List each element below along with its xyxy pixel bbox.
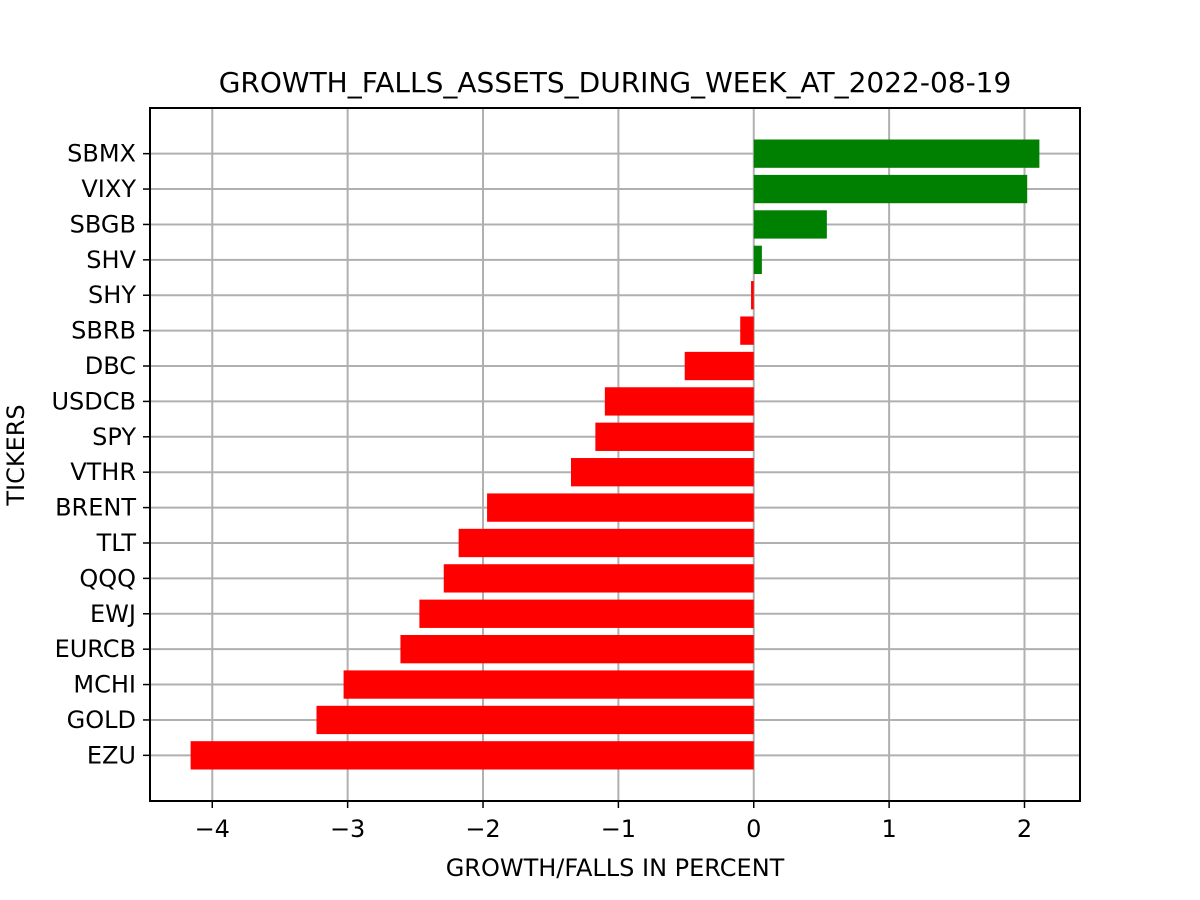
- y-tick-label: GOLD: [67, 706, 136, 734]
- bar-spy: [595, 422, 754, 451]
- y-tick-label: SBMX: [67, 140, 136, 168]
- bar-ezu: [190, 741, 754, 770]
- x-tick-label: −4: [195, 815, 230, 843]
- y-tick-label: USDCB: [51, 387, 136, 415]
- x-tick-label: −1: [601, 815, 636, 843]
- bars-layer: [190, 139, 1040, 770]
- y-axis-label: TICKERS: [2, 404, 30, 506]
- bar-vixy: [753, 174, 1028, 204]
- y-tick-label: SHV: [86, 246, 136, 274]
- y-tick-label: QQQ: [79, 564, 136, 592]
- y-tick-label: TLT: [96, 529, 137, 557]
- bar-qqq: [443, 564, 754, 593]
- x-tick-label: 0: [746, 815, 761, 843]
- bar-gold: [316, 705, 754, 735]
- x-tick-label: −2: [465, 815, 500, 843]
- bar-tlt: [458, 528, 754, 558]
- y-tick-label: EURCB: [55, 635, 136, 663]
- chart-title: GROWTH_FALLS_ASSETS_DURING_WEEK_AT_2022-…: [219, 66, 1012, 99]
- y-tick-label: SHY: [88, 281, 136, 309]
- y-tick-label: SBRB: [71, 317, 136, 345]
- bar-ewj: [419, 599, 754, 628]
- bar-dbc: [684, 351, 754, 381]
- y-tick-label: BRENT: [55, 494, 136, 522]
- x-tick-label: −3: [330, 815, 365, 843]
- y-tick-label: EWJ: [90, 600, 136, 628]
- x-axis-label: GROWTH/FALLS IN PERCENT: [446, 854, 785, 882]
- bar-shy: [751, 281, 754, 310]
- y-tick-label: SPY: [92, 423, 136, 451]
- bar-shv: [753, 245, 762, 274]
- y-tick-label: DBC: [85, 352, 136, 380]
- y-tick-label: VTHR: [70, 458, 136, 486]
- x-tick-label: 2: [1017, 815, 1032, 843]
- bar-sbmx: [753, 139, 1040, 168]
- bar-eurcb: [400, 635, 754, 664]
- y-tick-label: EZU: [87, 741, 136, 769]
- bar-mchi: [343, 670, 754, 699]
- bar-usdcb: [604, 387, 754, 416]
- ticks-layer: −4 −3 −2 −1 0 1 2 EZU GOLD MCHI EURCB EWJ QQQ TLT BREN…: [51, 140, 1032, 843]
- x-tick-label: 1: [881, 815, 896, 843]
- bar-sbrb: [740, 316, 754, 345]
- y-tick-label: VIXY: [81, 175, 136, 203]
- plot-frame: [149, 107, 1081, 802]
- y-tick-label: SBGB: [70, 210, 136, 238]
- bar-sbgb: [753, 210, 827, 239]
- y-tick-label: MCHI: [73, 671, 136, 699]
- bar-vthr: [571, 458, 754, 487]
- bar-brent: [487, 493, 754, 522]
